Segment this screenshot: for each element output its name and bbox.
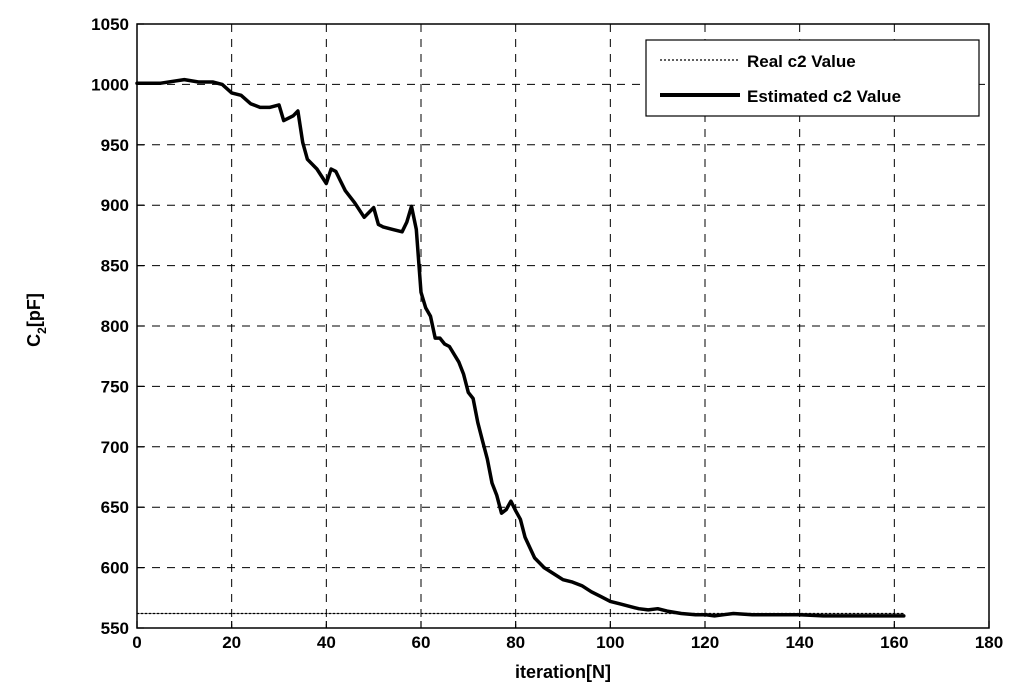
x-tick-label: 180 — [975, 633, 1003, 652]
x-tick-label: 0 — [132, 633, 141, 652]
y-tick-label: 600 — [101, 559, 129, 578]
x-axis-label: iteration[N] — [515, 662, 611, 682]
legend-box — [645, 39, 980, 117]
x-axis-ticks: 0 20 40 60 80 100 120 140 160 180 — [132, 621, 1003, 652]
y-axis-label-subscript: 2 — [35, 327, 49, 334]
y-axis-ticks: 550 600 650 700 750 800 850 900 950 1000 1050 — [91, 15, 144, 638]
y-tick-label: 750 — [101, 377, 129, 396]
y-tick-label: 800 — [101, 317, 129, 336]
y-axis-label-unit: [pF] — [24, 293, 44, 327]
series-line-estimated — [135, 77, 906, 618]
x-tick-label: 100 — [596, 633, 624, 652]
x-tick-label: 120 — [691, 633, 719, 652]
x-tick-label: 40 — [317, 633, 336, 652]
y-tick-label: 700 — [101, 438, 129, 457]
y-tick-label: 850 — [101, 257, 129, 276]
legend-label-real: Real c2 Value — [747, 52, 856, 71]
x-tick-label: 140 — [785, 633, 813, 652]
y-axis-label: C2[pF] — [24, 293, 49, 347]
y-tick-label: 650 — [101, 498, 129, 517]
legend-label-estimated: Estimated c2 Value — [747, 87, 901, 106]
x-tick-label: 60 — [412, 633, 431, 652]
plot-area — [135, 77, 906, 618]
x-tick-label: 160 — [880, 633, 908, 652]
x-tick-label: 20 — [222, 633, 241, 652]
y-tick-label: 900 — [101, 196, 129, 215]
y-tick-label: 550 — [101, 619, 129, 638]
y-tick-label: 1050 — [91, 15, 129, 34]
y-tick-label: 950 — [101, 136, 129, 155]
x-tick-label: 80 — [506, 633, 525, 652]
legend: Real c2 Value Estimated c2 Value — [645, 39, 980, 117]
y-axis-label-main: C — [24, 334, 44, 347]
y-tick-label: 1000 — [91, 75, 129, 94]
grid-lines — [137, 24, 989, 628]
